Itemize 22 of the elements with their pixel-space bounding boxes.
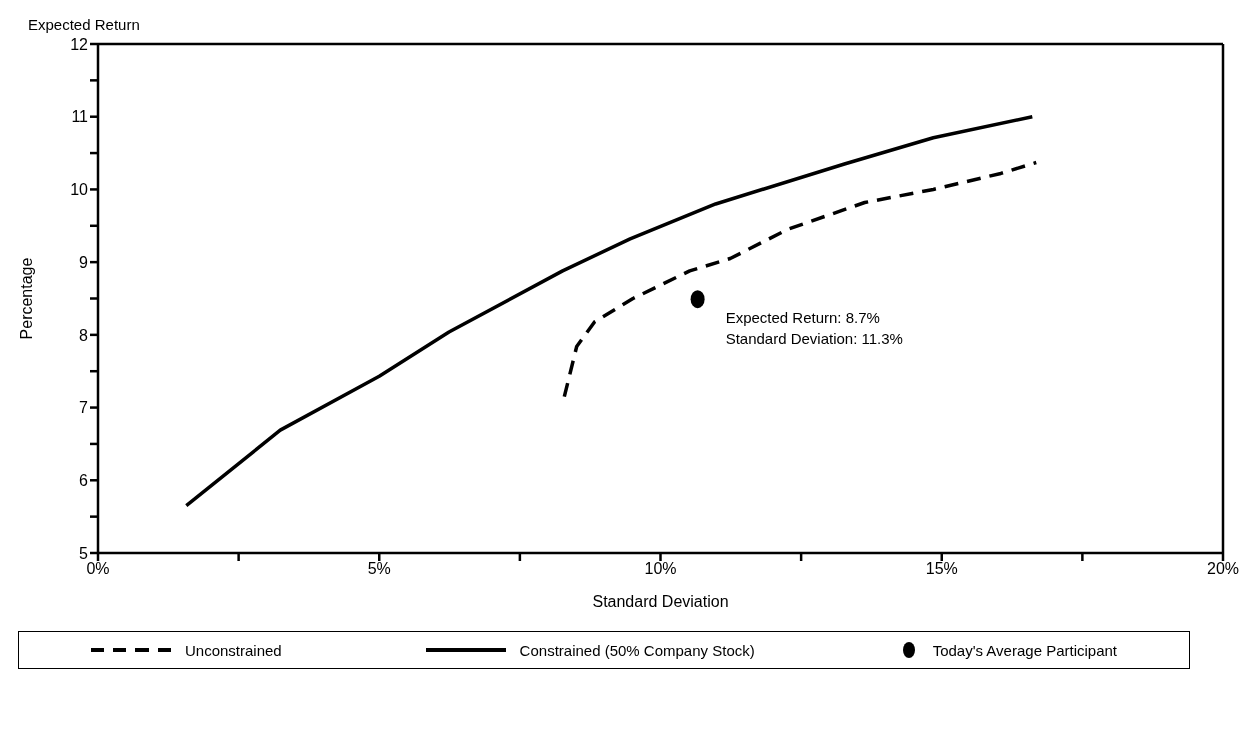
y-axis-title: Percentage <box>17 257 35 340</box>
legend-label: Unconstrained <box>184 641 282 659</box>
x-tick-label: 0% <box>86 560 110 578</box>
x-tick-label: 20% <box>1206 560 1240 578</box>
x-tick-label: 10% <box>644 560 677 578</box>
y-tick-label: 9 <box>79 253 89 271</box>
x-tick-label: 15% <box>925 560 958 578</box>
y-tick-label: 5 <box>79 544 89 562</box>
y-tick-label: 11 <box>71 108 89 126</box>
chart-title: Expected Return <box>27 15 141 33</box>
line-series <box>184 114 1035 508</box>
annotation: Expected Return: 8.7% Standard Deviation: 11.3% <box>725 309 903 348</box>
y-tick-label: 6 <box>79 471 89 489</box>
y-tick-label: 12 <box>70 35 89 53</box>
x-tick-label: 5% <box>367 560 391 578</box>
y-tick-label: 8 <box>79 326 89 344</box>
y-tick-label: 10 <box>70 181 89 199</box>
legend-label: Constrained (50% Company Stock) <box>519 641 755 659</box>
legend-label: Today's Average Participant <box>932 641 1118 659</box>
line-series <box>562 160 1038 399</box>
y-tick-label: 7 <box>79 399 89 417</box>
x-axis-title: Standard Deviation <box>592 593 729 610</box>
